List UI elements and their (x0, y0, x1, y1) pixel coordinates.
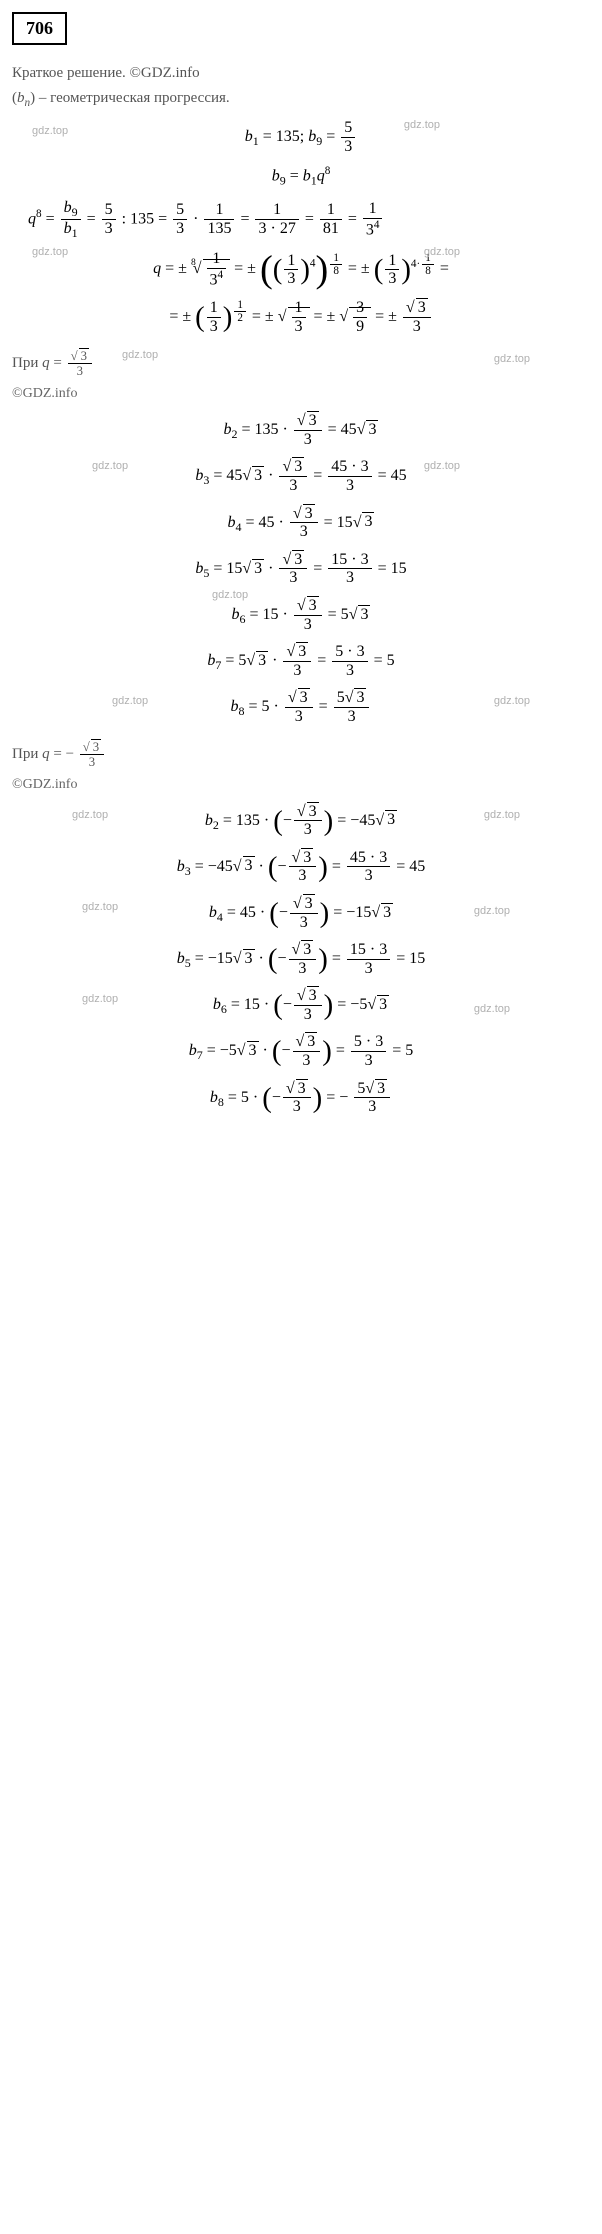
case2-b3: b3 = −45√3 · (−√33) = 45 · 33 = 45 (12, 849, 590, 885)
case2-b6: gdz.top b6 = 15 · (−√33) = −5√3 gdz.top (12, 987, 590, 1023)
watermark: gdz.top (122, 349, 158, 361)
watermark: gdz.top (112, 695, 148, 707)
watermark: gdz.top (82, 901, 118, 913)
case2-label: При q = − √33 (12, 740, 590, 769)
watermark: gdz.top (72, 809, 108, 821)
premise: (bn) – геометрическая прогрессия. (12, 90, 590, 109)
case2-b2: gdz.top b2 = 135 · (−√33) = −45√3 gdz.to… (12, 803, 590, 839)
case1-b8: gdz.top gdz.top b8 = 5 · √33 = 5√33 (12, 689, 590, 725)
case1-b7: b7 = 5√3 · √33 = 5 · 33 = 5 (12, 643, 590, 679)
title-line: Краткое решение. ©GDZ.info (12, 65, 590, 82)
formula-b9: b9 = b1q8 (12, 165, 590, 189)
case1-b2: b2 = 135 · √33 = 45√3 (12, 412, 590, 448)
given-values: gdz.top b1 = 135; b9 = 53 gdz.top (12, 119, 590, 155)
case1-b6: b6 = 15 · √33 = 5√3 (12, 597, 590, 633)
watermark: gdz.top (404, 119, 440, 131)
case1-b4: b4 = 45 · √33 = 15√3 (12, 505, 590, 541)
watermark: gdz.top (474, 1003, 510, 1015)
copyright-2: ©GDZ.info (12, 777, 590, 793)
copyright: ©GDZ.info (12, 386, 590, 402)
case1-label: При q = √33 gdz.top gdz.top (12, 349, 590, 378)
q-computation-2: = ± (13)12 = ± √13 = ± √39 = ± √33 (12, 299, 590, 335)
watermark: gdz.top (424, 460, 460, 472)
watermark: gdz.top (32, 246, 68, 258)
watermark: gdz.top (32, 125, 68, 137)
watermark: gdz.top (82, 993, 118, 1005)
case2-b8: b8 = 5 · (−√33) = − 5√33 (12, 1080, 590, 1116)
watermark: gdz.top (494, 695, 530, 707)
case2-b7: b7 = −5√3 · (−√33) = 5 · 33 = 5 (12, 1033, 590, 1069)
watermark: gdz.top (494, 353, 530, 365)
watermark: gdz.top (92, 460, 128, 472)
watermark: gdz.top (474, 905, 510, 917)
q8-computation: q8 = b9b1 = 53 : 135 = 53 · 1135 = 13 · … (28, 199, 590, 241)
case2-b4: gdz.top b4 = 45 · (−√33) = −15√3 gdz.top (12, 895, 590, 931)
watermark: gdz.top (484, 809, 520, 821)
case1-b3: gdz.top gdz.top b3 = 45√3 · √33 = 45 · 3… (12, 458, 590, 494)
problem-number: 706 (12, 12, 67, 45)
case2-b5: b5 = −15√3 · (−√33) = 15 · 33 = 15 (12, 941, 590, 977)
q-computation-1: gdz.top gdz.top q = ± 8√134 = ± ((13)4)1… (12, 250, 590, 289)
case1-b5: b5 = 15√3 · √33 = 15 · 33 = 15 gdz.top (12, 551, 590, 587)
